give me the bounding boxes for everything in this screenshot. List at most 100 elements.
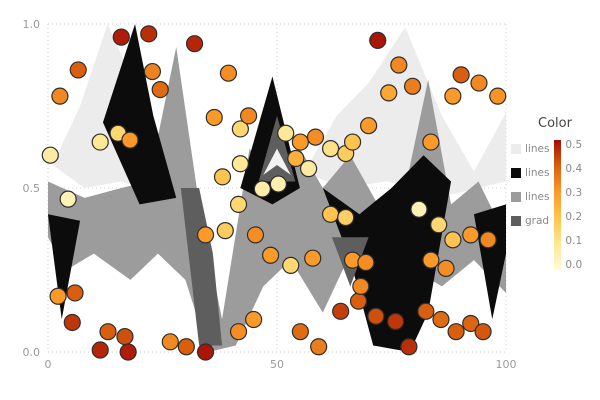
scatter-point (321, 140, 340, 158)
y-tick-label: 1.0 (23, 18, 41, 31)
area-layer-grad (180, 188, 223, 346)
scatter-point (253, 180, 271, 198)
scatter-point (151, 80, 169, 99)
area-layer-lines (304, 27, 506, 195)
scatter-point (51, 87, 69, 105)
scatter-point (205, 108, 223, 127)
scatter-point (400, 338, 418, 356)
scatter-point (245, 310, 263, 329)
colorbar-gradient (554, 140, 562, 270)
scatter-point (63, 313, 81, 332)
scatter-point (332, 302, 350, 320)
scatter-point (291, 323, 309, 341)
scatter-point (140, 25, 158, 43)
scatter-point (357, 253, 375, 272)
scatter-point (229, 323, 248, 341)
scatter-point (69, 61, 87, 79)
scatter-point (91, 341, 109, 359)
scatter-point (282, 256, 300, 275)
scatter-point (231, 155, 249, 173)
legend-entries: lines lines lines grad (511, 142, 549, 227)
legend-entry[interactable]: lines (511, 166, 549, 179)
legend-entry[interactable]: lines (511, 142, 549, 155)
area-layer-lines (473, 204, 506, 320)
scatter-point (291, 133, 309, 151)
legend-swatch-icon (511, 191, 521, 202)
scatter-point (310, 338, 328, 356)
scatter-point (444, 87, 462, 105)
scatter-point (437, 259, 455, 277)
scatter-point (49, 287, 67, 305)
scatter-point (410, 200, 428, 218)
scatter-point (387, 312, 405, 331)
legend-entry-label: lines (525, 142, 550, 155)
legend-entry-label: lines (525, 166, 550, 179)
colorbar-tick-label: 0.2 (565, 211, 583, 223)
scatter-point (462, 314, 480, 333)
colorbar-tick-label: 0.3 (565, 187, 583, 199)
scatter-point (417, 302, 435, 320)
scatter-point (462, 226, 480, 244)
scatter-point (352, 277, 370, 295)
colorbar-wrap: 0.5 0.4 0.3 0.2 0.1 0.0 (554, 140, 582, 270)
scatter-point (196, 343, 215, 361)
scatter-point (430, 216, 448, 234)
scatter-point (321, 205, 340, 223)
scatter-point (213, 168, 232, 186)
colorbar-tick-label: 0.5 (565, 139, 583, 151)
scatter-point (116, 327, 134, 346)
scatter-point (41, 146, 59, 164)
legend-title: Color (538, 116, 572, 131)
scatter-point (304, 249, 322, 267)
area-layer-lines (102, 24, 177, 205)
scatter-point (219, 64, 238, 82)
y-tick-label: 0.5 (23, 182, 41, 195)
scatter-point (360, 117, 378, 135)
scatter-point (343, 133, 362, 151)
legend-entry[interactable]: grad (511, 214, 549, 227)
legend-entry[interactable]: lines (511, 190, 549, 203)
legend-entry-label: lines (525, 190, 550, 203)
scatter-point (143, 62, 162, 81)
scatter-point (300, 160, 318, 178)
x-tick-label: 50 (270, 358, 284, 371)
scatter-point (261, 246, 280, 264)
scatter-point (390, 56, 408, 74)
legend: Color lines lines lines grad 0.5 0.4 0.3 0.2 0.… (511, 116, 599, 270)
scatter-point (66, 284, 84, 302)
scatter-point (452, 66, 470, 84)
scatter-point (422, 133, 440, 151)
scatter-point (119, 343, 137, 361)
scatter-point (277, 124, 295, 142)
scatter-point (337, 208, 355, 227)
legend-swatch-icon (511, 167, 521, 178)
colorbar-tick-label: 0.0 (565, 259, 583, 271)
scatter-point (112, 28, 130, 46)
legend-body: lines lines lines grad 0.5 0.4 0.3 0.2 0.1 0.0 (511, 140, 599, 270)
scatter-point (403, 77, 422, 95)
scatter-point (240, 107, 258, 125)
scatter-point (380, 84, 398, 102)
area-layer-lines (48, 214, 81, 320)
colorbar-labels: 0.5 0.4 0.3 0.2 0.1 0.0 (565, 139, 583, 271)
colorbar-tick-label: 0.1 (565, 235, 583, 247)
scatter-point (231, 120, 249, 138)
scatter-point (369, 31, 387, 50)
legend-swatch-icon (511, 143, 521, 154)
scatter-point (246, 226, 265, 244)
scatter-point (185, 35, 204, 53)
scatter-point (306, 128, 325, 146)
legend-entry-label: grad (525, 214, 550, 227)
legend-swatch-icon (511, 215, 521, 226)
scatter-point (269, 175, 287, 193)
x-tick-label: 100 (496, 358, 517, 371)
scatter-point (177, 338, 195, 356)
y-tick-label: 0.0 (23, 346, 41, 359)
colorbar-tick-label: 0.4 (565, 163, 583, 175)
scatter-point (432, 310, 450, 329)
scatter-point (479, 231, 497, 249)
scatter-point (99, 323, 117, 341)
scatter-point (349, 292, 368, 310)
scatter-point (470, 74, 488, 92)
